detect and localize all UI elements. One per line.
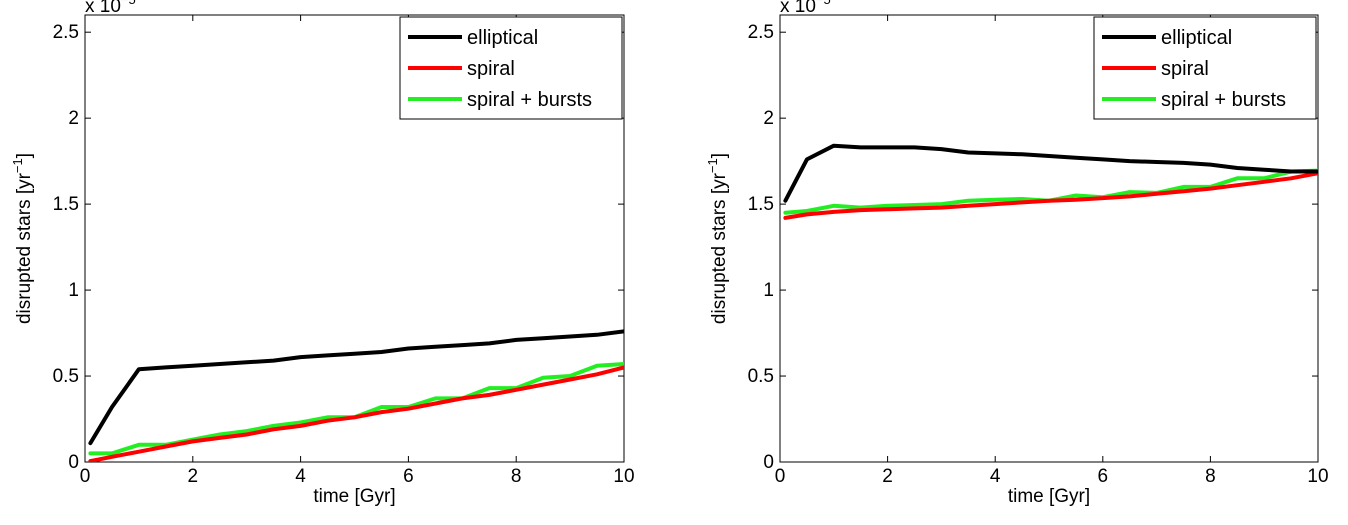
chart-panel-1: 0 2 4 6 8 10 0 0.5 1 1.5 2 2.5 x 10−5 time [Gyr] disru… (10, 0, 635, 507)
x-axis-label: time [Gyr] (1008, 486, 1090, 507)
x-tick-label: 10 (613, 466, 634, 487)
y-tick-label: 2.5 (53, 22, 79, 43)
x-tick-label: 10 (1307, 466, 1328, 487)
legend: elliptical spiral spiral + bursts (400, 17, 622, 119)
x-axis-label: time [Gyr] (313, 486, 395, 507)
y-axis-label-end: ] (14, 153, 35, 158)
y-tick-label: 1.5 (53, 194, 79, 215)
y-multiplier: x 10−5 (85, 0, 136, 17)
x-tick-label: 2 (188, 466, 199, 487)
y-axis-label-exponent: −1 (10, 158, 25, 173)
y-multiplier-exponent: −5 (816, 0, 831, 7)
legend-label: spiral + bursts (467, 89, 592, 111)
y-axis-label-end: ] (709, 153, 730, 158)
y-tick-label: 0.5 (748, 366, 774, 387)
y-tick-label: 1 (763, 280, 774, 301)
x-tick-label: 8 (1205, 466, 1216, 487)
y-tick-label: 2 (763, 108, 774, 129)
y-multiplier: x 10−5 (780, 0, 831, 17)
y-tick-label: 0 (68, 452, 79, 473)
y-tick-label: 2.5 (748, 22, 774, 43)
y-tick-label: 1 (68, 280, 79, 301)
x-tick-label: 0 (775, 466, 786, 487)
legend-label: elliptical (1161, 27, 1232, 49)
legend-label: elliptical (467, 27, 538, 49)
x-tick-label: 2 (882, 466, 893, 487)
y-tick-label: 0 (763, 452, 774, 473)
y-axis-label: disrupted stars [yr−1] (10, 153, 35, 324)
y-tick-label: 1.5 (748, 194, 774, 215)
y-tick-label: 2 (68, 108, 79, 129)
chart-panel-2: 0 2 4 6 8 10 0 0.5 1 1.5 2 2.5 x 10−5 time [Gyr] disru… (705, 0, 1329, 507)
y-multiplier-exponent: −5 (121, 0, 136, 7)
legend-label: spiral + bursts (1161, 89, 1286, 111)
x-tick-label: 6 (1098, 466, 1109, 487)
x-tick-label: 4 (295, 466, 306, 487)
legend-label: spiral (467, 58, 515, 80)
y-tick-label: 0.5 (53, 366, 79, 387)
y-axis-label: disrupted stars [yr−1] (705, 153, 730, 324)
legend: elliptical spiral spiral + bursts (1094, 17, 1316, 119)
x-tick-label: 4 (990, 466, 1001, 487)
x-tick-label: 8 (511, 466, 522, 487)
legend-label: spiral (1161, 58, 1209, 80)
x-tick-label: 6 (403, 466, 414, 487)
x-tick-label: 0 (80, 466, 91, 487)
y-axis-label-exponent: −1 (705, 158, 720, 173)
